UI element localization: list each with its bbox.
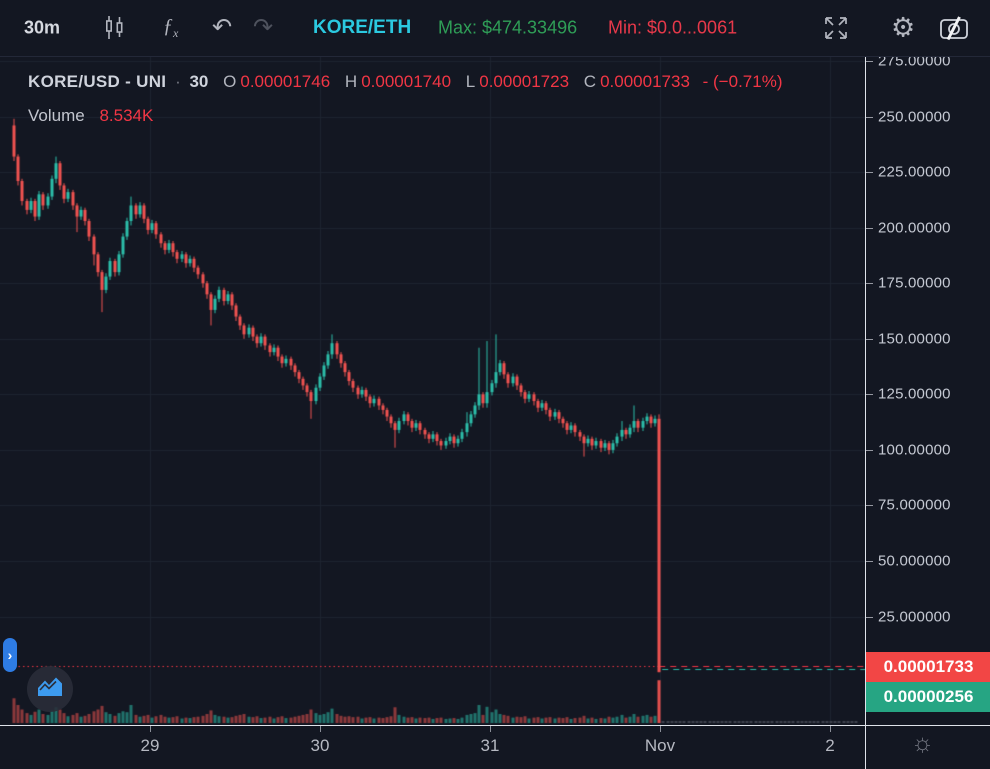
indicators-button[interactable]: ƒx — [163, 15, 178, 41]
candlestick-style-icon — [103, 15, 126, 41]
price-tick-label: 150.00000 — [878, 330, 951, 348]
time-tick-label: 31 — [480, 736, 500, 755]
price-tick-mark — [866, 339, 873, 340]
axis-corner-divider — [865, 726, 866, 769]
price-tick-mark — [866, 61, 873, 62]
close-value: 0.00001733 — [600, 72, 690, 91]
chevron-right-icon: › — [7, 647, 13, 663]
time-tick-mark — [830, 726, 831, 732]
price-tick-label: 225.00000 — [878, 163, 951, 181]
undo-button[interactable]: ↶ — [212, 16, 232, 40]
symbol-button[interactable]: KORE/ETH — [313, 17, 412, 38]
screenshot-button[interactable] — [939, 15, 969, 42]
price-tick-label: 25.000000 — [878, 608, 951, 626]
low-label: L — [465, 72, 476, 91]
legend-symbol: KORE/USD - UNI — [28, 72, 167, 91]
price-axis[interactable]: 0.00001733 0.00000256 275.00000 250.00000… — [865, 53, 990, 725]
chart-logo-button[interactable] — [27, 666, 73, 712]
change-percent: - (−0.71%) — [702, 72, 783, 91]
time-tick-label: 30 — [310, 736, 330, 755]
price-tick-label: 250.00000 — [878, 108, 951, 126]
candlestick-chart-canvas[interactable] — [0, 57, 866, 725]
legend-separator: · — [175, 72, 181, 91]
redo-button[interactable]: ↷ — [253, 16, 273, 40]
price-tick-mark — [866, 394, 873, 395]
time-tick-mark — [660, 726, 661, 732]
time-tick-label: Nov — [644, 736, 676, 755]
min-price-label: Min: $0.0...0061 — [608, 17, 738, 38]
price-tick-mark — [866, 505, 873, 506]
gear-icon: ⚙ — [891, 12, 916, 43]
price-tick-label: 125.00000 — [878, 385, 951, 403]
expand-icon — [822, 14, 850, 42]
high-label: H — [344, 72, 358, 91]
high-value: 0.00001740 — [361, 72, 452, 91]
chart-legend: KORE/USD - UNI · 30 O 0.00001746 H 0.00001… — [28, 72, 786, 126]
price-tick-label: 100.00000 — [878, 441, 951, 459]
price-tick-mark — [866, 617, 873, 618]
area-chart-icon — [36, 675, 64, 704]
symbol-ohlc-row[interactable]: KORE/USD - UNI · 30 O 0.00001746 H 0.00001… — [28, 72, 786, 92]
open-value: 0.00001746 — [240, 72, 331, 91]
time-tick-mark — [490, 726, 491, 732]
price-tick-label: 50.000000 — [878, 552, 951, 570]
close-label: C — [583, 72, 597, 91]
volume-label: Volume — [28, 106, 85, 125]
price-tick-mark — [866, 283, 873, 284]
chart-properties-button[interactable]: ☼ — [911, 729, 934, 758]
price-tick-label: 200.00000 — [878, 219, 951, 237]
undo-icon: ↶ — [212, 14, 233, 41]
time-tick-label: 2 — [825, 736, 835, 755]
pane-collapse-handle[interactable]: › — [3, 638, 17, 672]
price-tick-mark — [866, 228, 873, 229]
open-label: O — [223, 72, 237, 91]
settings-button[interactable]: ⚙ — [891, 13, 915, 44]
price-tick-label: 175.00000 — [878, 274, 951, 292]
legend-interval: 30 — [189, 72, 209, 91]
low-value: 0.00001723 — [479, 72, 570, 91]
volume-value: 8.534K — [99, 106, 154, 125]
time-tick-label: 29 — [140, 736, 160, 755]
max-price-label: Max: $474.33496 — [438, 17, 578, 38]
interval-button[interactable]: 30m — [24, 17, 61, 38]
price-tick-mark — [866, 450, 873, 451]
secondary-price-badge: 0.00000256 — [866, 682, 990, 712]
price-tick-mark — [866, 172, 873, 173]
price-tick-label: 75.000000 — [878, 496, 951, 514]
price-tick-mark — [866, 561, 873, 562]
time-tick-mark — [150, 726, 151, 732]
fx-icon: ƒx — [163, 15, 179, 40]
chart-toolbar: 30m ƒx ↶ ↷ KORE/ETH Max: $474.33496 Min:… — [0, 0, 990, 57]
volume-row[interactable]: Volume 8.534K — [28, 106, 786, 126]
chart-style-button[interactable] — [103, 15, 126, 41]
current-price-badge: 0.00001733 — [866, 652, 990, 682]
price-tick-mark — [866, 117, 873, 118]
camera-icon — [939, 15, 969, 42]
redo-icon: ↷ — [253, 14, 274, 41]
sun-icon: ☼ — [911, 729, 934, 757]
time-axis[interactable]: ☼ 29 30 31 Nov 2 — [0, 725, 990, 769]
fullscreen-button[interactable] — [822, 14, 850, 42]
time-tick-mark — [320, 726, 321, 732]
